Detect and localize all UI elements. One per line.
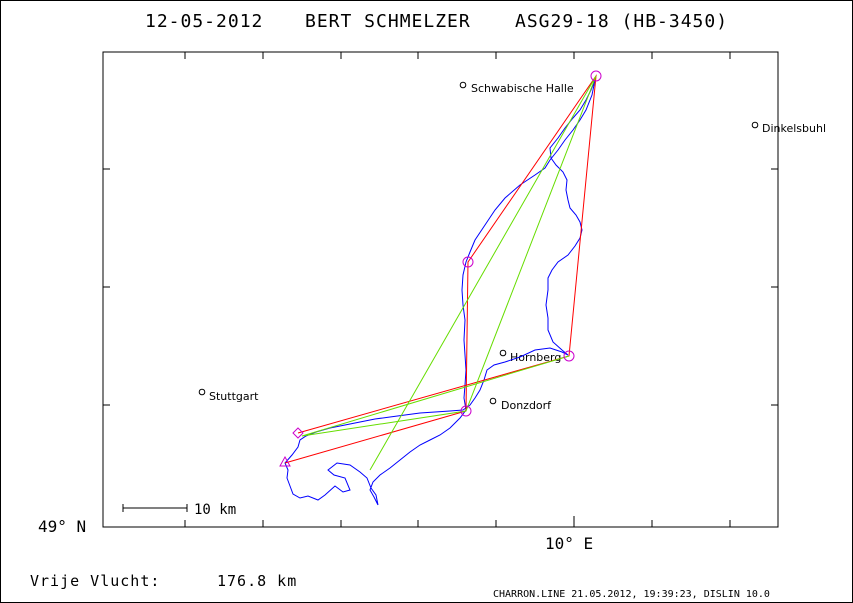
scale-bar xyxy=(122,504,188,512)
y-axis-label: 49° N xyxy=(38,517,86,536)
right-ticks xyxy=(771,168,778,406)
x-axis-label: 10° E xyxy=(545,534,593,553)
result-label: Vrije Vlucht: xyxy=(30,572,160,590)
place-dot-schwabische-halle xyxy=(459,81,467,89)
left-ticks xyxy=(103,168,110,406)
result-distance: 176.8 km xyxy=(217,572,297,590)
top-ticks xyxy=(184,52,731,59)
turnpoint-4 xyxy=(460,405,472,417)
turnpoint-3 xyxy=(563,350,575,362)
place-markers xyxy=(198,81,759,405)
place-label-dinkelsbuhl: Dinkelsbuhl xyxy=(762,122,826,135)
bottom-ticks xyxy=(184,516,731,527)
turnpoint-start-diamond xyxy=(292,427,304,439)
place-label-hornberg: Hornberg xyxy=(510,351,561,364)
turnpoint-markers xyxy=(279,70,602,467)
turnpoint-finish-triangle xyxy=(279,455,291,467)
place-label-stuttgart: Stuttgart xyxy=(209,390,259,403)
place-dot-dinkelsbuhl xyxy=(751,121,759,129)
footer-info: CHARRON.LINE 21.05.2012, 19:39:23, DISLI… xyxy=(493,589,770,600)
place-dot-stuttgart xyxy=(198,388,206,396)
title-pilot: BERT SCHMELZER xyxy=(305,11,471,32)
title-glider: ASG29-18 (HB-3450) xyxy=(515,11,728,32)
place-label-donzdorf: Donzdorf xyxy=(501,399,552,412)
plot-area xyxy=(102,51,779,528)
place-label-schwabische-halle: Schwabische Halle xyxy=(471,82,574,95)
place-dot-donzdorf xyxy=(489,397,497,405)
flight-track xyxy=(284,79,596,506)
task-route xyxy=(284,74,597,464)
turnpoint-2 xyxy=(462,256,474,268)
title-date: 12-05-2012 xyxy=(145,11,263,32)
place-dot-hornberg xyxy=(499,349,507,357)
scale-bar-label: 10 km xyxy=(194,502,236,518)
turnpoint-1 xyxy=(590,70,602,82)
optimized-route xyxy=(301,75,597,471)
